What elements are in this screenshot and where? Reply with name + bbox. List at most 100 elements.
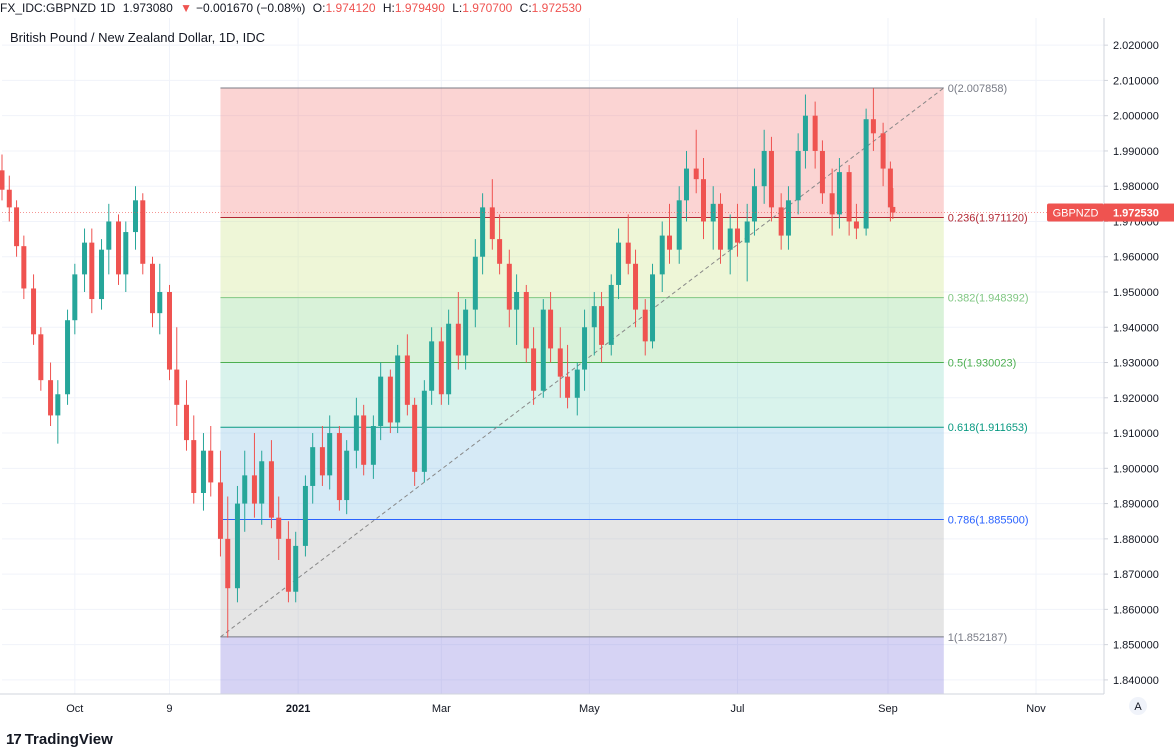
candle-body: [608, 284, 614, 345]
candle-body: [174, 369, 180, 405]
candle-body: [633, 263, 639, 310]
candle: [149, 256, 155, 328]
last-price: 1.973080: [122, 1, 173, 15]
candle-body: [65, 320, 71, 395]
candle-body: [319, 447, 325, 476]
candle: [497, 214, 503, 275]
candle: [251, 433, 257, 518]
symbol-name[interactable]: FX_IDC:GBPNZD: [0, 1, 97, 15]
candle-body: [0, 170, 5, 190]
candle-body: [744, 221, 750, 243]
candle-body: [693, 168, 699, 180]
candle-body: [540, 309, 546, 391]
last-price-tag: GBPNZD 1.972530: [2, 203, 1174, 222]
candle-body: [531, 348, 537, 391]
fib-level-label: 0.786(1.885500): [948, 514, 1029, 526]
candle-body: [149, 263, 155, 314]
candle-body: [523, 292, 529, 349]
time-tick-label: 9: [166, 703, 172, 715]
candle-body: [302, 485, 308, 546]
price-tick-label: 2.010000: [1113, 75, 1159, 87]
candle: [836, 158, 842, 229]
time-tick-label: Nov: [1026, 703, 1046, 715]
candle: [65, 309, 71, 405]
interval[interactable]: 1D: [100, 1, 116, 15]
candle-body: [157, 292, 163, 314]
fib-level-label: 1(1.852187): [948, 632, 1007, 644]
price-tick-label: 1.900000: [1113, 463, 1159, 475]
symbol-tag-bg: [1047, 203, 1104, 222]
candle: [540, 299, 546, 398]
candle-body: [684, 168, 690, 201]
candle-body: [676, 200, 682, 250]
price-tick-label: 1.960000: [1113, 252, 1159, 264]
time-tick-label: Jul: [730, 703, 744, 715]
candle-body: [480, 207, 486, 257]
candle-body: [89, 242, 95, 300]
candle: [302, 475, 308, 557]
candle: [768, 136, 774, 222]
candle-body: [446, 323, 452, 395]
time-tick-label: May: [579, 703, 600, 715]
candle-body: [429, 341, 435, 391]
candle-body: [650, 274, 656, 342]
candle: [353, 397, 359, 469]
candle: [463, 299, 469, 370]
candle-body: [599, 306, 605, 345]
candle-body: [21, 246, 27, 289]
candle: [455, 292, 461, 370]
candle: [472, 239, 478, 328]
price-tick-label: 1.880000: [1113, 534, 1159, 546]
candle: [751, 168, 757, 236]
auto-scale-label: A: [1134, 701, 1142, 713]
candle-body: [327, 433, 333, 476]
candle: [166, 284, 172, 381]
candle: [225, 496, 231, 638]
candle-body: [285, 538, 291, 592]
price-tick-label: 1.910000: [1113, 428, 1159, 440]
candle-body: [6, 189, 12, 208]
symbol-tag-label: GBPNZD: [1053, 208, 1099, 220]
chart-area[interactable]: 0(2.007858) 0.236(1.971120) 0.382(1.948392…: [0, 18, 1174, 724]
candle: [727, 214, 733, 275]
candle-body: [166, 292, 172, 370]
candle-body: [421, 390, 427, 472]
candle-body: [183, 404, 189, 441]
price-tick-label: 1.840000: [1113, 675, 1159, 687]
candle: [361, 404, 367, 476]
candle: [116, 214, 122, 285]
candle: [123, 221, 129, 292]
tradingview-logo[interactable]: 17 TradingView: [6, 729, 113, 749]
candle: [285, 521, 291, 603]
candle: [667, 203, 673, 264]
candle-body: [717, 203, 723, 250]
candle: [293, 531, 299, 603]
candle: [853, 203, 859, 240]
auto-scale-button[interactable]: A: [1129, 697, 1147, 715]
candle-body: [727, 228, 733, 250]
price-tick-label: 1.950000: [1113, 287, 1159, 299]
candle-body: [890, 206, 896, 213]
candle: [599, 292, 605, 363]
candle: [870, 88, 876, 151]
candle-body: [48, 380, 54, 416]
candle-body: [761, 150, 767, 187]
candle-body: [574, 369, 580, 398]
candle-body: [72, 274, 78, 321]
candle-body: [361, 415, 367, 465]
candle: [523, 284, 529, 363]
time-axis: Oct 9 2021 Mar May Jul Sep Nov: [0, 693, 1104, 715]
candle-body: [276, 517, 282, 539]
candle: [693, 129, 699, 194]
candle-body: [370, 426, 376, 465]
candle: [744, 203, 750, 282]
candle-body: [395, 355, 401, 423]
candle-body: [225, 538, 231, 589]
candle: [582, 309, 588, 391]
candle-body: [472, 256, 478, 310]
candle-body: [455, 323, 461, 356]
candle: [421, 380, 427, 483]
price-axis: 2.020000 2.010000 2.000000 1.990000 1.980000…: [1103, 18, 1174, 716]
candle: [506, 249, 512, 328]
candle-body: [870, 119, 876, 134]
